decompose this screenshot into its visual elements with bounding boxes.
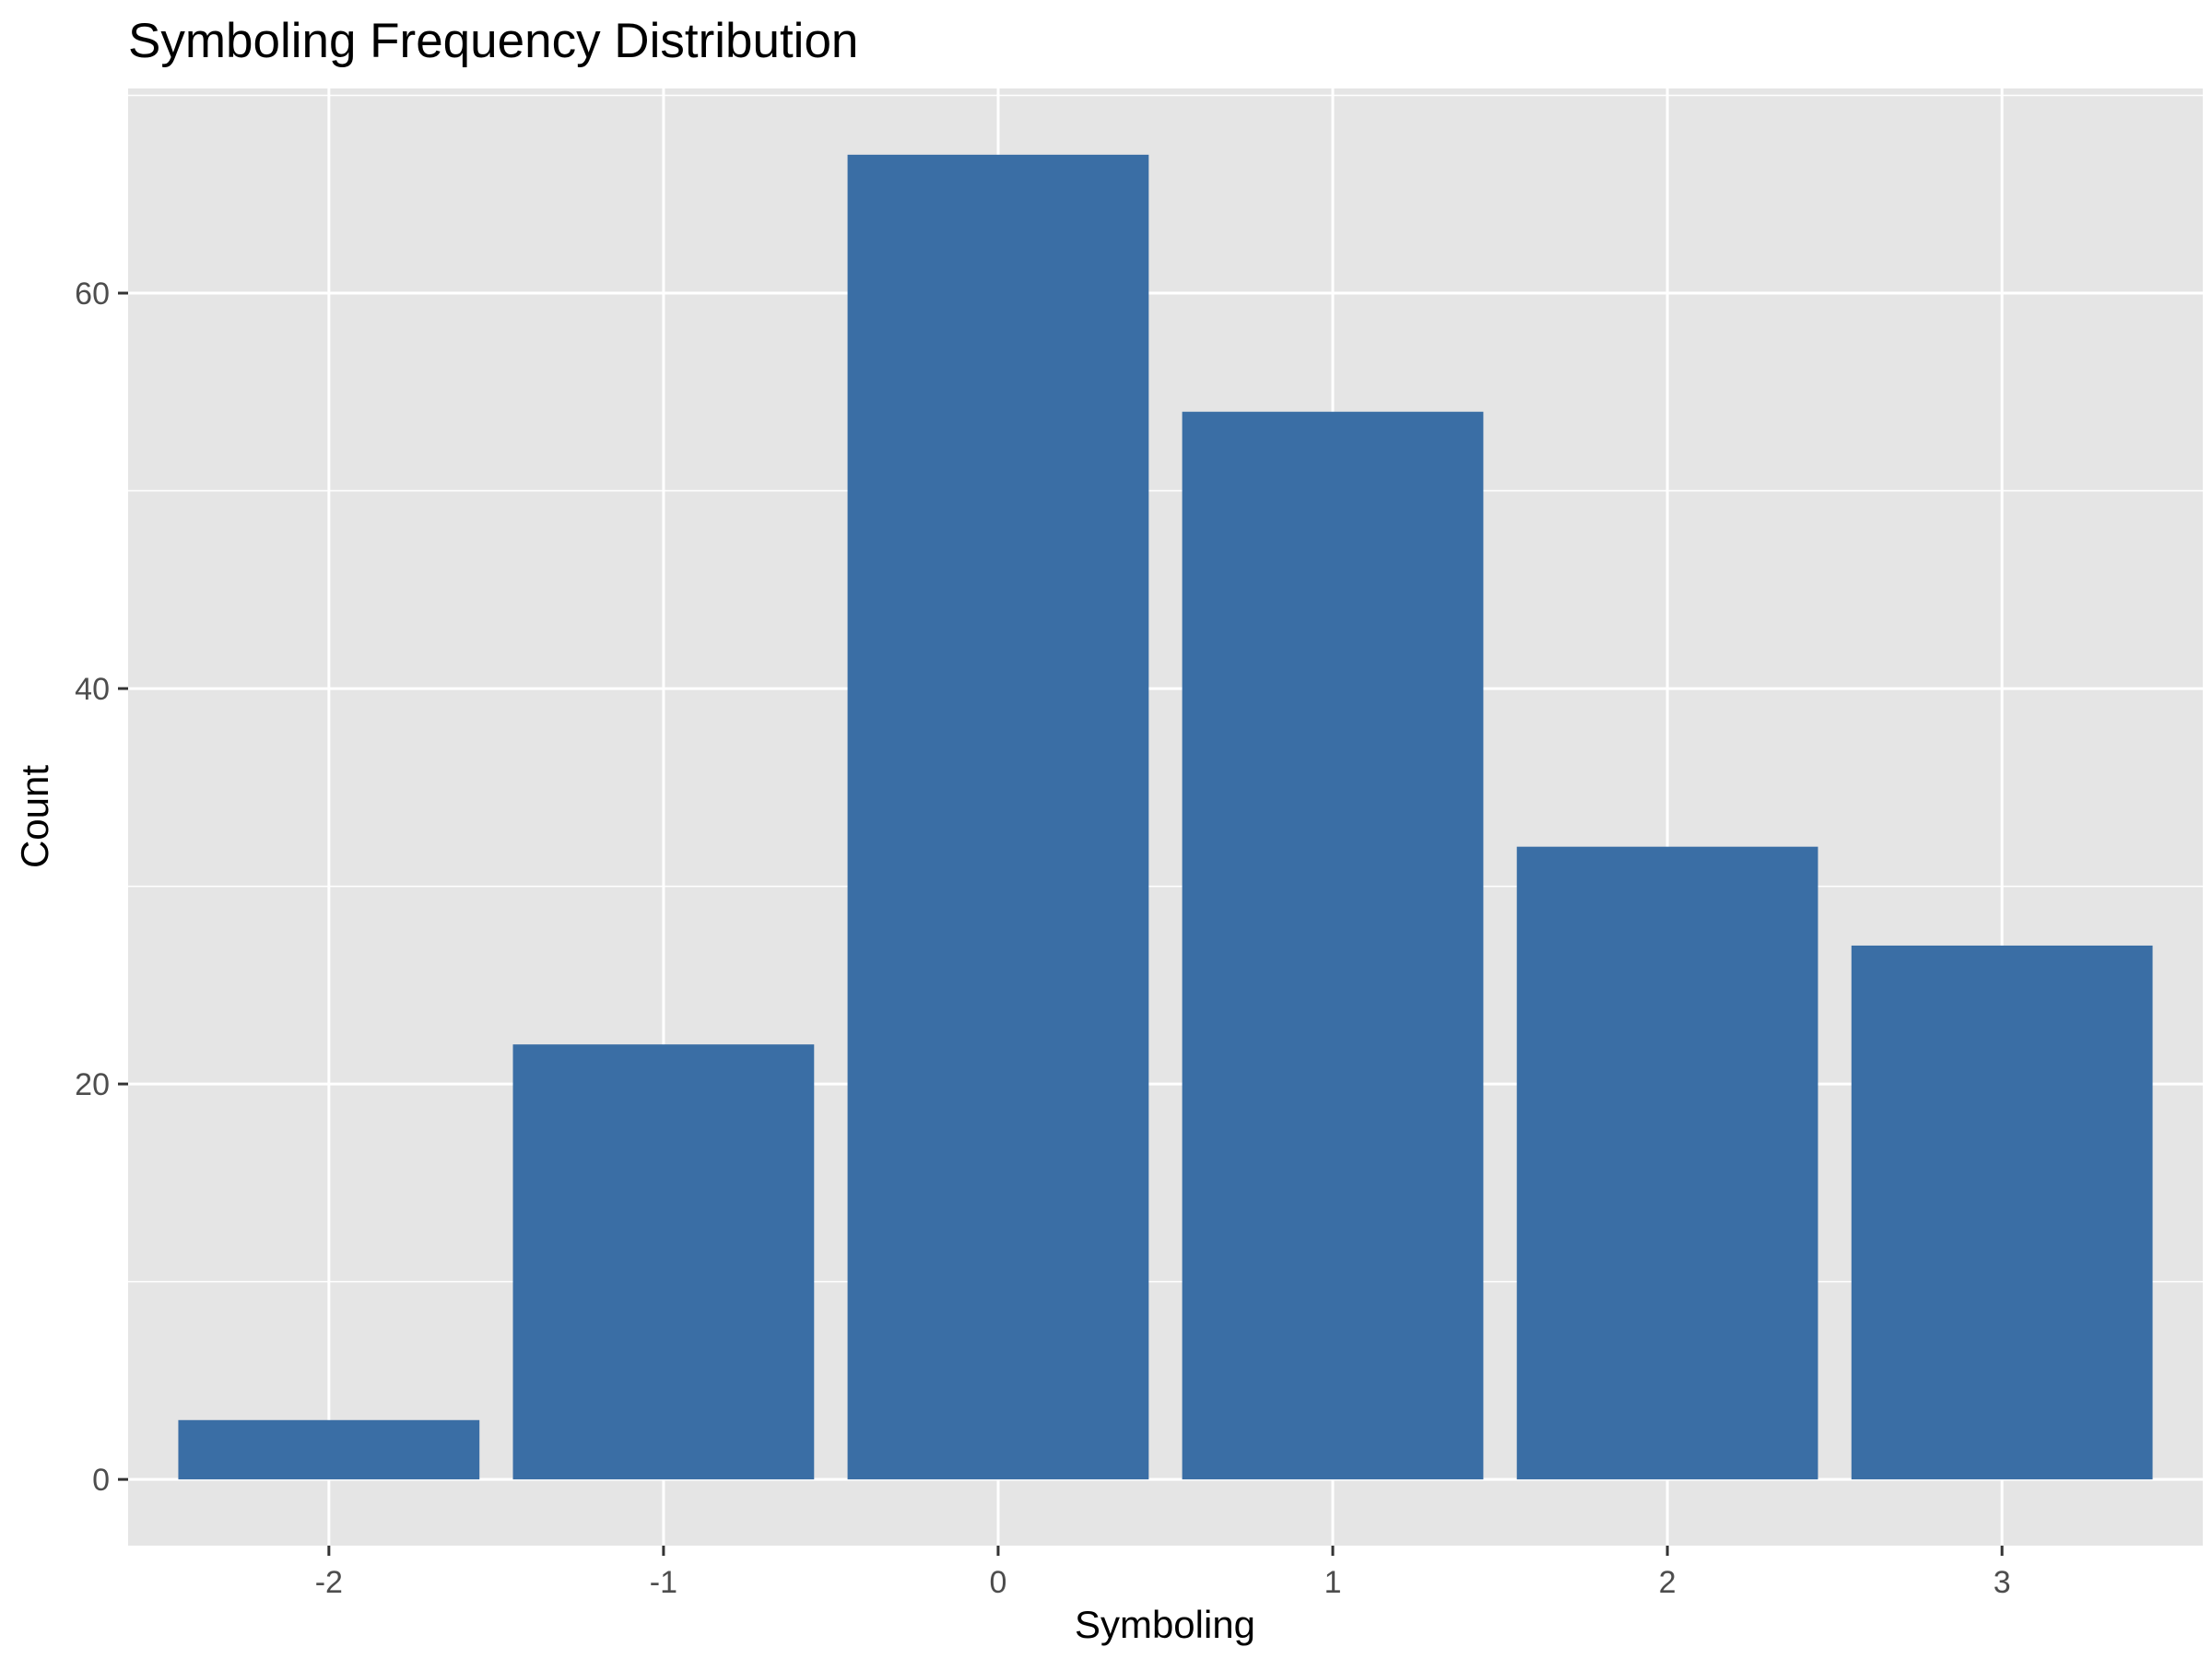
bar--1: [512, 1044, 815, 1480]
x-tick-label-1: -1: [650, 1565, 677, 1600]
x-tick-label-5: 3: [1994, 1565, 2011, 1600]
y-tick-label-0: 0: [92, 1463, 110, 1498]
bar-1: [1182, 411, 1484, 1480]
x-tick-label-3: 1: [1324, 1565, 1342, 1600]
chart-title: Symboling Frequency Distribution: [128, 14, 858, 68]
bar-2: [1516, 846, 1818, 1480]
x-tick-label-2: 0: [990, 1565, 1007, 1600]
x-axis: -2 -1 0 1 2 3: [315, 1546, 2011, 1600]
bar-3: [1851, 945, 2153, 1480]
bar-0: [847, 154, 1149, 1480]
bars-group: [178, 154, 2153, 1480]
x-tick-label-0: -2: [315, 1565, 343, 1600]
y-axis-title: Count: [13, 765, 56, 868]
y-tick-label-1: 20: [75, 1067, 110, 1102]
x-axis-title: Symboling: [1075, 1603, 1255, 1646]
x-tick-label-4: 2: [1659, 1565, 1677, 1600]
bar--2: [178, 1419, 480, 1480]
y-axis: 0 20 40 60: [75, 276, 128, 1498]
y-tick-label-3: 60: [75, 276, 110, 312]
y-tick-label-2: 40: [75, 672, 110, 707]
